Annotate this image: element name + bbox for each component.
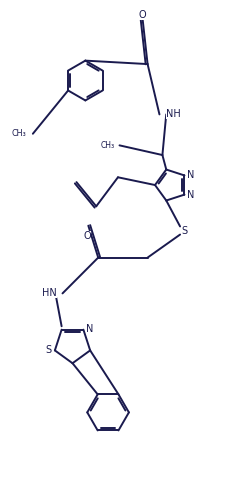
Text: N: N [86, 324, 93, 334]
Text: S: S [181, 225, 187, 236]
Text: CH₃: CH₃ [11, 129, 26, 138]
Text: CH₃: CH₃ [101, 141, 115, 150]
Text: NH: NH [166, 109, 181, 119]
Text: O: O [83, 231, 91, 241]
Text: O: O [139, 10, 147, 20]
Text: HN: HN [42, 288, 57, 299]
Text: N: N [187, 170, 194, 180]
Text: N: N [187, 191, 194, 200]
Text: S: S [46, 345, 52, 355]
